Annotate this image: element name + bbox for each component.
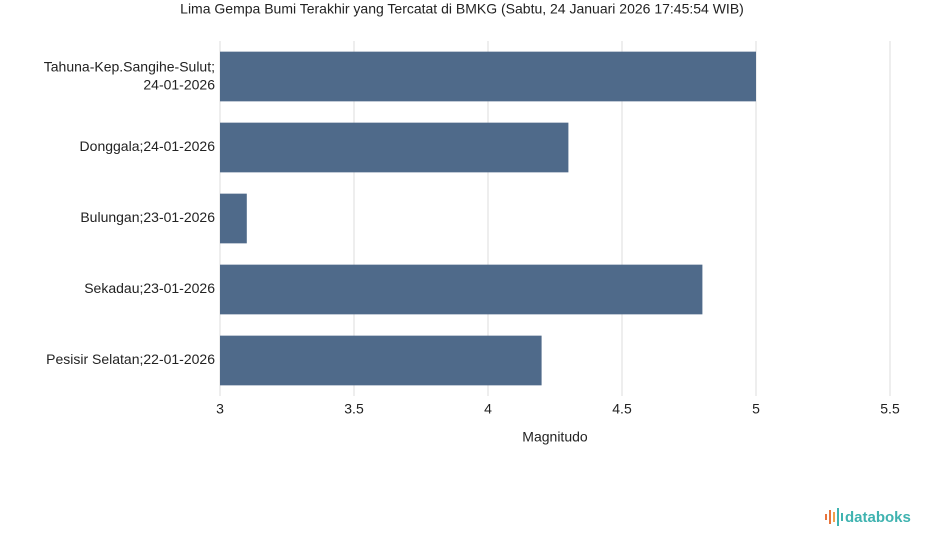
y-tick-label: Pesisir Selatan;22-01-2026: [46, 351, 215, 367]
y-tick-label: Tahuna-Kep.Sangihe-Sulut; 24-01-2026: [44, 58, 215, 92]
bar: [220, 264, 703, 315]
bar: [220, 193, 247, 244]
x-tick-label: 5: [752, 401, 760, 417]
y-tick-label: Bulungan;23-01-2026: [80, 209, 215, 225]
x-axis-label: Magnitudo: [522, 429, 588, 445]
x-tick-label: 4.5: [612, 401, 632, 417]
brand-logo: databoks: [825, 508, 911, 526]
bar: [220, 335, 542, 386]
brand-name: databoks: [845, 509, 911, 526]
y-tick-label: Sekadau;23-01-2026: [84, 280, 215, 296]
x-tick-label: 3: [216, 401, 224, 417]
chart-title: Lima Gempa Bumi Terakhir yang Tercatat d…: [180, 1, 744, 17]
x-tick-label: 4: [484, 401, 492, 417]
bar: [220, 51, 756, 102]
x-tick-label: 5.5: [880, 401, 900, 417]
bar: [220, 122, 569, 173]
x-tick-label: 3.5: [344, 401, 364, 417]
y-tick-label: Donggala;24-01-2026: [80, 138, 216, 154]
